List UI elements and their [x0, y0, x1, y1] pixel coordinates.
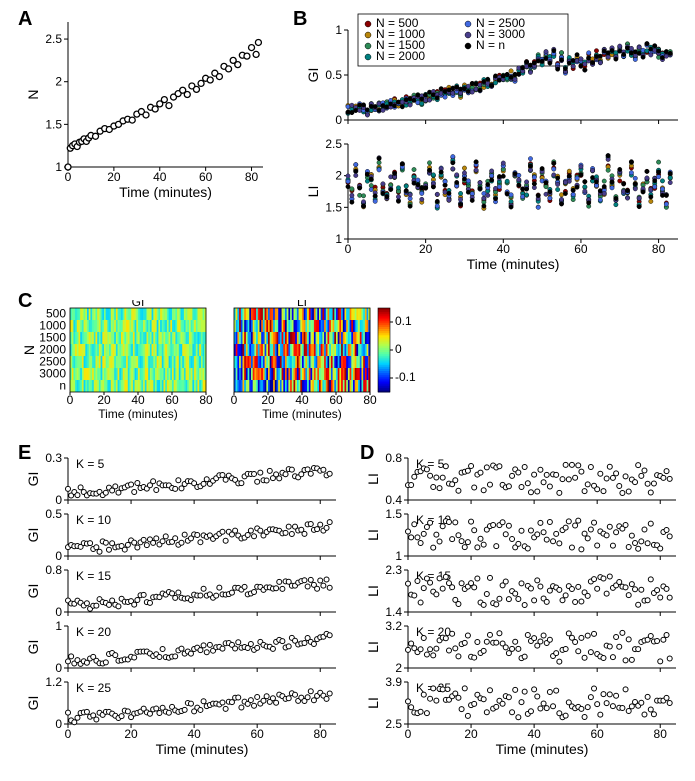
svg-text:K = 10: K = 10 [76, 513, 111, 527]
svg-text:0: 0 [55, 661, 62, 675]
svg-text:1.5: 1.5 [325, 200, 342, 214]
svg-text:N = 2000: N = 2000 [376, 49, 425, 63]
svg-text:0: 0 [55, 549, 62, 563]
svg-text:GI: GI [305, 68, 321, 83]
svg-text:80: 80 [314, 727, 328, 741]
svg-text:60: 60 [329, 393, 343, 407]
svg-text:1: 1 [335, 23, 342, 37]
svg-text:0: 0 [405, 727, 412, 741]
svg-text:80: 80 [654, 727, 668, 741]
svg-text:LI: LI [365, 529, 381, 541]
svg-text:0.5: 0.5 [45, 507, 62, 521]
svg-text:GI: GI [25, 640, 41, 655]
svg-text:20: 20 [464, 727, 478, 741]
svg-text:n: n [59, 379, 66, 393]
figure-root: A02040608011.522.5Time (minutes)NBN = 50… [0, 0, 695, 781]
svg-text:20: 20 [124, 727, 138, 741]
svg-text:LI: LI [305, 186, 321, 198]
svg-text:1.5: 1.5 [385, 507, 402, 521]
svg-text:20: 20 [107, 170, 121, 184]
svg-text:N: N [25, 89, 41, 99]
panel-b: N = 500N = 1000N = 1500N = 2000N = 2500N… [300, 12, 690, 285]
svg-text:60: 60 [199, 170, 213, 184]
svg-text:3.2: 3.2 [385, 619, 402, 633]
svg-text:80: 80 [245, 170, 259, 184]
svg-text:1: 1 [55, 619, 62, 633]
svg-text:40: 40 [497, 242, 511, 256]
svg-text:20: 20 [97, 393, 111, 407]
svg-text:0.4: 0.4 [385, 493, 402, 507]
svg-text:Time (minutes): Time (minutes) [98, 407, 178, 421]
svg-text:LI: LI [365, 641, 381, 653]
svg-text:20: 20 [261, 393, 275, 407]
svg-text:0.8: 0.8 [385, 452, 402, 465]
svg-text:Time (minutes): Time (minutes) [119, 184, 212, 200]
svg-text:1.5: 1.5 [45, 117, 62, 131]
svg-text:0: 0 [55, 493, 62, 507]
svg-text:0: 0 [67, 393, 74, 407]
svg-text:GI: GI [25, 696, 41, 711]
svg-text:3.9: 3.9 [385, 675, 402, 689]
svg-text:40: 40 [295, 393, 309, 407]
svg-text:0: 0 [55, 717, 62, 731]
svg-text:80: 80 [652, 242, 666, 256]
panel-d: 0.40.8LIK = 511.5LIK = 101.42.3LIK = 152… [360, 452, 695, 777]
svg-text:0.5: 0.5 [325, 68, 342, 82]
svg-text:2.5: 2.5 [45, 32, 62, 46]
svg-text:0: 0 [335, 113, 342, 127]
svg-text:GI: GI [25, 472, 41, 487]
svg-text:1.4: 1.4 [385, 605, 402, 619]
svg-text:80: 80 [199, 393, 213, 407]
svg-text:40: 40 [131, 393, 145, 407]
svg-text:2: 2 [335, 169, 342, 183]
svg-text:K = 5: K = 5 [76, 457, 105, 471]
svg-text:K = 20: K = 20 [76, 625, 111, 639]
svg-text:40: 40 [153, 170, 167, 184]
panel-e: 00.3GIK = 500.5GIK = 1000.8GIK = 1501GIK… [20, 452, 355, 777]
svg-text:60: 60 [590, 727, 604, 741]
panel-c: GILI020406080Time (minutes)020406080Time… [20, 300, 420, 435]
svg-text:Time (minutes): Time (minutes) [156, 741, 249, 757]
svg-text:LI: LI [365, 697, 381, 709]
svg-text:0: 0 [345, 242, 352, 256]
svg-text:60: 60 [574, 242, 588, 256]
svg-text:GI: GI [25, 584, 41, 599]
panel-a: 0 20 40 60 80 1 1.5 2 2.5 Time (minutes) N [20, 12, 275, 207]
svg-text:60: 60 [165, 393, 179, 407]
svg-text:2: 2 [395, 661, 402, 675]
svg-text:Time (minutes): Time (minutes) [496, 741, 589, 757]
svg-text:40: 40 [187, 727, 201, 741]
svg-text:1.2: 1.2 [45, 675, 62, 689]
svg-text:0: 0 [231, 393, 238, 407]
svg-text:2.5: 2.5 [385, 717, 402, 731]
svg-text:-0.1: -0.1 [395, 370, 416, 384]
svg-text:2: 2 [55, 75, 62, 89]
svg-text:0: 0 [65, 727, 72, 741]
svg-text:60: 60 [250, 727, 264, 741]
svg-text:40: 40 [527, 727, 541, 741]
svg-text:1: 1 [395, 549, 402, 563]
svg-text:2.5: 2.5 [325, 137, 342, 151]
svg-text:K = 15: K = 15 [76, 569, 111, 583]
svg-text:20: 20 [419, 242, 433, 256]
svg-text:2.3: 2.3 [385, 563, 402, 577]
svg-text:N: N [21, 345, 37, 355]
svg-text:LI: LI [365, 585, 381, 597]
svg-text:LI: LI [365, 473, 381, 485]
svg-text:N = n: N = n [476, 38, 505, 52]
svg-text:Time (minutes): Time (minutes) [467, 256, 560, 272]
svg-text:K = 25: K = 25 [76, 681, 111, 695]
svg-text:1: 1 [335, 232, 342, 246]
svg-text:0: 0 [65, 170, 72, 184]
svg-text:0.1: 0.1 [395, 314, 412, 328]
svg-text:0.3: 0.3 [45, 452, 62, 465]
svg-text:Time (minutes): Time (minutes) [262, 407, 342, 421]
svg-text:1: 1 [55, 160, 62, 174]
svg-text:0: 0 [395, 342, 402, 356]
svg-text:0.8: 0.8 [45, 563, 62, 577]
svg-text:0: 0 [55, 605, 62, 619]
svg-text:GI: GI [25, 528, 41, 543]
svg-text:80: 80 [363, 393, 377, 407]
